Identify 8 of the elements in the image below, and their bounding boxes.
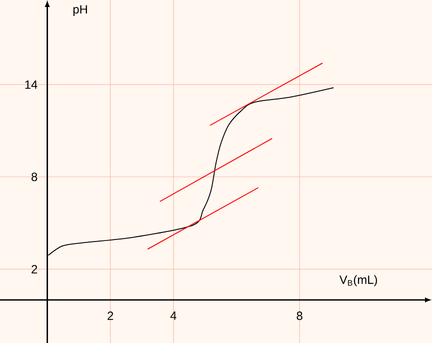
- y-tick-label: 8: [32, 172, 38, 182]
- x-tick-label: 2: [108, 312, 114, 320]
- x-tick-label: 4: [170, 312, 176, 320]
- x-axis-title: V$_{B}$(mL): [339, 275, 377, 286]
- y-tick-label: 14: [25, 80, 38, 89]
- y-tick-label: 2: [32, 265, 38, 274]
- x-tick-label: 8: [296, 312, 302, 320]
- y-axis-title: pH: [73, 5, 87, 16]
